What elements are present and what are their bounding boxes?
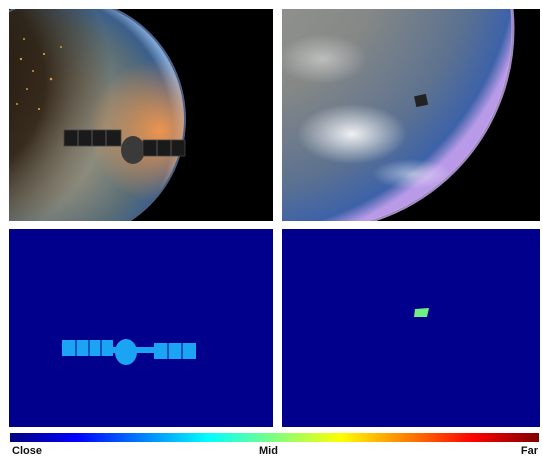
earth-closeup-scene: [282, 9, 540, 221]
colorbar-label-far: Far: [520, 445, 538, 457]
depth-map-close-satellite: [9, 229, 273, 427]
depth-satellite-close: [62, 339, 196, 365]
depth-colorbar: [10, 433, 539, 442]
earth-satellite-scene: [9, 9, 273, 221]
depth-map-far-satellite: [282, 229, 540, 427]
satellite: [414, 93, 429, 108]
depth-satellite-far: [414, 308, 429, 317]
satellite: [63, 129, 186, 164]
rgb-view-far-satellite: [282, 9, 540, 221]
colorbar-label-close: Close: [12, 445, 42, 457]
satellite-depth-mask: [414, 308, 429, 317]
satellite-depth-mask: [62, 339, 196, 365]
rgb-view-close-satellite: [9, 9, 273, 221]
colorbar-label-mid: Mid: [259, 445, 278, 457]
